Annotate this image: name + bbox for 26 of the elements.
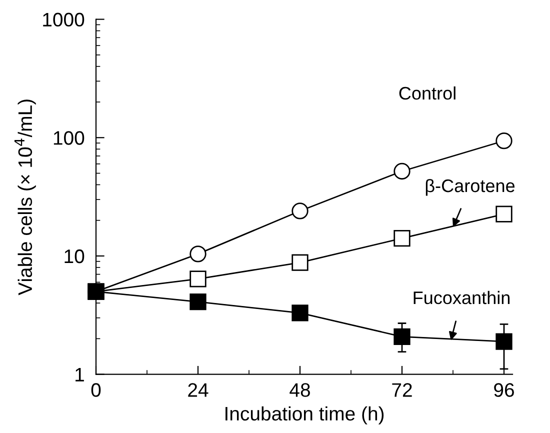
point [292,254,308,271]
series-label: β-Carotene [426,178,515,196]
point [190,246,206,262]
point [394,162,410,180]
x-tick-label: 24 [188,383,208,397]
point [496,206,512,222]
x-tick-label: 72 [392,383,412,397]
point [394,230,410,247]
y-axis-title: Viable cells (× 10$^{4}$/mL) [14,100,36,296]
point [190,293,206,310]
point [292,304,308,322]
series-label: Fucoxanthin [414,290,510,304]
x-tick-label: 96 [494,383,514,397]
y-tick-label: 10 [64,249,84,264]
x-tick-label: 48 [290,383,310,397]
point [496,132,512,150]
point [190,270,206,288]
text: Control [399,86,456,100]
x-axis-title: Incubation time (h) [226,406,384,424]
point [496,333,512,350]
point [394,328,410,345]
point [292,202,308,220]
y-tick-label: 100 [54,131,84,145]
x-tick-label: 0 [91,383,101,397]
y-tick-label: 1000 [43,12,84,27]
y-tick-label: 1 [76,368,84,382]
